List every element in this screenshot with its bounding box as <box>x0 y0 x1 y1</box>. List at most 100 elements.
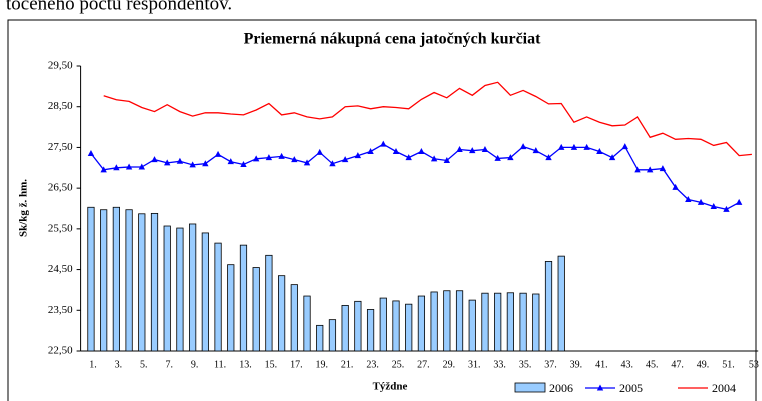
x-tick-label: 11. <box>214 359 226 370</box>
x-tick-label: 47. <box>671 359 684 370</box>
marker <box>329 160 336 167</box>
x-tick-label: 53 <box>749 359 759 370</box>
marker <box>100 166 107 173</box>
x-tick-label: 49. <box>697 359 710 370</box>
marker <box>443 156 451 163</box>
x-tick-label: 51. <box>722 359 735 370</box>
bar <box>100 209 108 352</box>
marker <box>265 154 273 161</box>
marker <box>723 205 730 212</box>
marker <box>519 143 527 150</box>
y-tick-label: 24,50 <box>48 263 73 275</box>
chart-title: Priemerná nákupná cena jatočných kurčiat <box>244 31 542 48</box>
bar <box>303 295 311 352</box>
x-tick-label: 43. <box>621 359 634 370</box>
marker <box>303 159 311 166</box>
bar <box>112 206 120 352</box>
legend-marker <box>596 384 604 391</box>
marker <box>685 196 692 203</box>
marker <box>621 143 628 150</box>
bar <box>227 264 235 352</box>
bar <box>201 232 209 352</box>
marker <box>354 152 362 159</box>
marker <box>710 202 717 209</box>
marker <box>735 198 743 205</box>
marker <box>214 150 222 157</box>
marker <box>316 148 323 155</box>
x-tick-label: 29. <box>443 359 456 370</box>
bar <box>290 284 298 352</box>
marker <box>278 152 285 159</box>
marker <box>202 160 209 167</box>
bar <box>316 324 324 352</box>
x-tick-label: 5. <box>140 359 148 370</box>
marker <box>532 147 540 154</box>
bar <box>392 300 400 352</box>
bar <box>379 297 387 352</box>
marker <box>405 154 412 161</box>
x-tick-label: 31. <box>468 359 481 370</box>
y-tick-label: 22,50 <box>48 345 73 357</box>
x-tick-label: 7. <box>165 359 173 370</box>
marker <box>456 145 463 152</box>
bar <box>189 223 197 352</box>
marker <box>469 147 476 154</box>
x-tick-label: 17. <box>290 359 303 370</box>
x-tick-label: 35. <box>519 359 532 370</box>
bar <box>341 304 349 352</box>
marker <box>138 163 145 170</box>
bar <box>443 290 451 352</box>
bar <box>87 206 95 352</box>
y-tick-label: 28,50 <box>48 100 73 112</box>
bar <box>557 255 565 352</box>
legend-swatch <box>514 382 546 393</box>
marker <box>252 155 260 162</box>
y-tick-label: 27,50 <box>48 141 73 153</box>
marker <box>634 166 641 173</box>
y-tick-label: 29,50 <box>48 60 73 72</box>
marker <box>545 154 552 161</box>
bar <box>150 212 159 352</box>
bar <box>265 254 273 352</box>
bar <box>328 319 337 352</box>
x-tick-label: 27. <box>417 359 430 370</box>
legend-label: 2006 <box>549 381 573 395</box>
bar <box>252 267 260 352</box>
marker <box>481 145 489 152</box>
bar <box>125 209 133 352</box>
bar <box>455 290 464 352</box>
x-tick-label: 25. <box>392 359 405 370</box>
marker <box>697 198 705 205</box>
marker <box>570 143 578 150</box>
y-tick-label: 23,50 <box>48 304 73 316</box>
marker <box>583 143 590 150</box>
bar <box>138 213 146 352</box>
bar <box>494 292 502 352</box>
marker <box>507 154 514 161</box>
marker <box>596 148 603 154</box>
marker <box>240 161 247 168</box>
legend-label: 2004 <box>712 381 736 395</box>
x-tick-label: 21. <box>341 359 354 370</box>
bar <box>214 242 222 352</box>
marker <box>113 164 120 171</box>
legend-label: 2005 <box>619 381 643 395</box>
page-text: točeného počtu respondentov. <box>6 0 232 14</box>
y-axis-title: Sk/kg ž. hm. <box>18 179 30 237</box>
x-tick-label: 9. <box>191 359 199 370</box>
marker <box>418 148 425 154</box>
bar <box>506 292 514 352</box>
x-tick-label: 19. <box>315 359 328 370</box>
x-axis-title: Týždne <box>373 381 408 393</box>
x-tick-label: 33. <box>493 359 506 370</box>
marker <box>380 140 387 147</box>
marker <box>430 155 438 162</box>
bar <box>278 275 286 352</box>
marker <box>151 156 158 163</box>
x-tick-label: 37. <box>544 359 557 370</box>
line-2004 <box>103 81 752 157</box>
bar <box>519 292 527 352</box>
marker <box>87 150 95 157</box>
